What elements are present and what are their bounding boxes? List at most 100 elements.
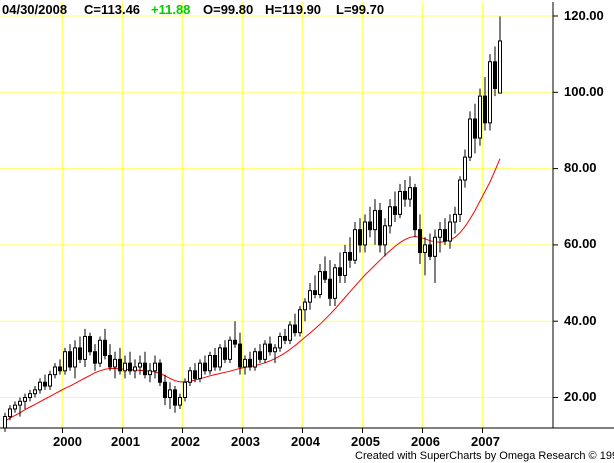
candle xyxy=(458,176,462,223)
candle xyxy=(168,382,172,409)
candle-body-up xyxy=(478,95,482,139)
x-tick-label-2002: 2002 xyxy=(171,434,200,449)
candle-body-down xyxy=(43,381,47,387)
candle xyxy=(8,405,12,421)
candle-body-up xyxy=(33,389,37,395)
x-tick-label-2006: 2006 xyxy=(411,434,440,449)
candle-body-up xyxy=(133,366,137,372)
candle-body-up xyxy=(263,343,267,360)
y-tick-label-20: 20.00 xyxy=(564,389,597,404)
candle xyxy=(193,363,197,383)
candle-body-up xyxy=(183,381,187,398)
candle-body-up xyxy=(13,404,17,410)
candle-body-up xyxy=(363,221,367,246)
candle xyxy=(223,340,227,364)
candle xyxy=(468,111,472,161)
candle xyxy=(393,191,397,223)
candle xyxy=(488,54,492,131)
candle-body-up xyxy=(218,347,222,368)
candle xyxy=(38,378,42,394)
moving-average-layer xyxy=(4,158,501,422)
candle-body-up xyxy=(123,362,127,372)
candle xyxy=(33,386,37,398)
candle-body-up xyxy=(288,324,292,341)
candle-body-up xyxy=(318,271,322,295)
candle-body-up xyxy=(343,252,347,276)
candle-body-up xyxy=(138,362,142,368)
candle xyxy=(163,374,167,406)
candle-body-down xyxy=(483,95,487,124)
candle-body-down xyxy=(358,229,362,246)
x-tick-label-2000: 2000 xyxy=(53,434,82,449)
candle xyxy=(493,46,497,97)
candle xyxy=(108,344,112,371)
candle-body-up xyxy=(23,397,27,402)
candle xyxy=(243,355,247,375)
candle-body-down xyxy=(428,244,432,257)
candle-body-up xyxy=(63,351,67,372)
candle xyxy=(413,183,417,238)
candle xyxy=(323,256,327,284)
candle-body-up xyxy=(243,358,247,368)
candle-body-down xyxy=(368,221,372,231)
candle-body-up xyxy=(308,290,312,303)
candle xyxy=(263,340,267,364)
candle-body-down xyxy=(258,351,262,360)
candle-body-down xyxy=(328,278,332,299)
candle xyxy=(358,218,362,253)
candle-body-up xyxy=(298,309,302,334)
candle xyxy=(253,347,257,371)
candle xyxy=(448,214,452,249)
candle xyxy=(368,206,372,238)
candle-body-down xyxy=(223,347,227,360)
x-tick-label-2004: 2004 xyxy=(291,434,321,449)
candle xyxy=(328,260,332,306)
candle xyxy=(418,214,422,264)
candle xyxy=(68,344,72,371)
candle xyxy=(213,347,217,371)
candle xyxy=(98,336,102,367)
candle-body-up xyxy=(53,366,57,376)
candle xyxy=(233,321,237,348)
header-high: H=119.90 xyxy=(265,2,321,17)
candle-body-up xyxy=(98,339,102,364)
candle-body-up xyxy=(228,339,232,360)
candle-body-down xyxy=(93,351,97,364)
moving-average-line xyxy=(4,158,501,422)
candle xyxy=(58,359,62,375)
candle xyxy=(138,355,142,375)
candle xyxy=(118,347,122,375)
candle-body-up xyxy=(3,416,7,429)
candle-body-down xyxy=(238,343,242,368)
candle-body-up xyxy=(253,351,257,368)
candle-body-down xyxy=(378,210,382,246)
candle xyxy=(283,328,287,345)
candle xyxy=(73,340,77,379)
candle-body-down xyxy=(213,355,217,368)
candle-body-down xyxy=(173,389,177,406)
candle xyxy=(408,176,412,207)
candle xyxy=(318,263,322,299)
candle-body-up xyxy=(178,397,182,406)
candle xyxy=(383,218,387,257)
grid-lines xyxy=(0,2,553,428)
candle-body-up xyxy=(28,393,32,398)
candle-body-down xyxy=(393,206,397,215)
candle xyxy=(443,218,447,245)
candle-body-up xyxy=(453,213,457,223)
candle-body-up xyxy=(383,225,387,246)
candle-body-down xyxy=(118,358,122,372)
candle-body-up xyxy=(438,229,442,238)
candle-body-up xyxy=(303,301,307,311)
candle-body-up xyxy=(468,118,472,158)
candle-body-down xyxy=(473,118,477,139)
candle xyxy=(278,332,282,352)
candle xyxy=(258,344,262,364)
candle xyxy=(128,351,132,375)
candle-body-up xyxy=(353,229,357,261)
candle-body-down xyxy=(88,335,92,353)
candle xyxy=(188,366,192,387)
candle-body-down xyxy=(68,351,72,368)
